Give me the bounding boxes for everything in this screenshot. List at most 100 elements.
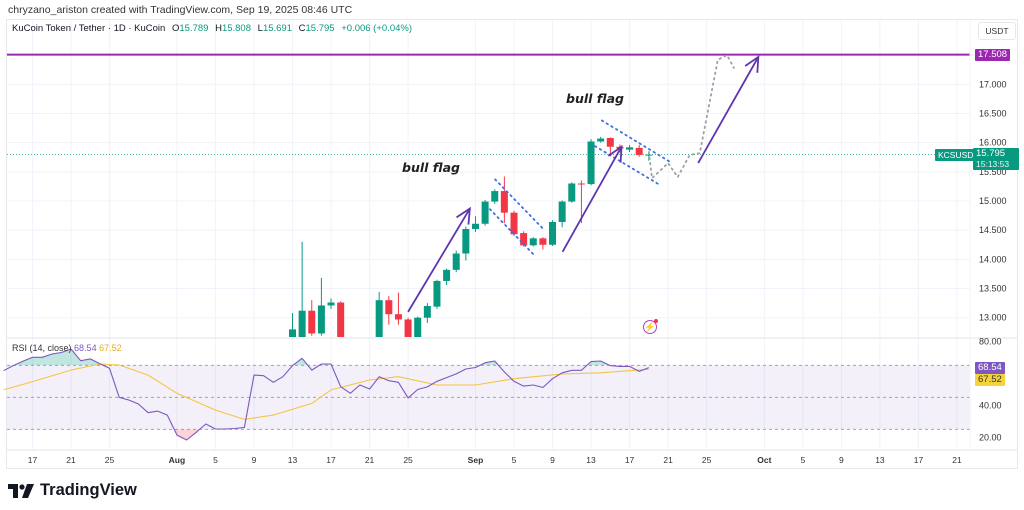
flag-trendline (494, 178, 545, 230)
trend-arrow (407, 206, 471, 313)
candle-body (539, 238, 547, 245)
level-price-badge: 17.508 (975, 49, 1011, 61)
candle (481, 199, 489, 226)
time-tick-label: 13 (875, 455, 885, 465)
rsi-ma-badge: 67.52 (975, 374, 1005, 386)
candle (558, 200, 566, 228)
rsi-legend-value: 68.54 (74, 343, 97, 353)
candle-body (549, 222, 557, 245)
candle (529, 237, 537, 247)
candle-body (337, 302, 345, 337)
candle (385, 296, 393, 325)
time-tick-label: 21 (365, 455, 375, 465)
price-tick-label: 17.000 (979, 79, 1007, 89)
candle (606, 137, 614, 155)
time-tick-label: 13 (586, 455, 596, 465)
time-tick-label: 17 (28, 455, 38, 465)
candle-body (452, 253, 460, 270)
time-tick-label: 25 (105, 455, 115, 465)
low-label: L (257, 23, 263, 34)
candle (597, 136, 605, 143)
price-tick-label: 14.500 (979, 225, 1007, 235)
candle-body (462, 229, 470, 254)
time-tick-label: 17 (625, 455, 635, 465)
symbol-legend: KuCoin Token / Tether · 1D · KuCoin O15.… (12, 23, 412, 34)
candle-body (568, 183, 576, 202)
candle-body (491, 191, 499, 202)
chart-frame (6, 19, 1018, 469)
time-tick-label: 17 (914, 455, 924, 465)
time-tick-label: Aug (169, 455, 186, 465)
tradingview-logo[interactable]: TradingView (8, 481, 137, 500)
time-tick-label: Sep (468, 455, 484, 465)
candle-body (289, 329, 297, 337)
candle-body (385, 300, 393, 315)
lightning-icon[interactable]: ⚡ (643, 319, 658, 334)
rsi-title[interactable]: RSI (14, close) (12, 343, 72, 353)
price-tick-label: 16.500 (979, 108, 1007, 118)
candle (414, 316, 422, 337)
currency-button[interactable]: USDT (978, 22, 1016, 40)
candle-body (500, 191, 508, 213)
arrow-head (607, 144, 623, 163)
price-tick-label: 13.000 (979, 313, 1007, 323)
candle (491, 189, 499, 204)
time-tick-label: 13 (288, 455, 298, 465)
arrow-shaft (561, 146, 623, 253)
candle-body (298, 310, 306, 337)
candle-body (433, 280, 441, 307)
candle (375, 292, 383, 337)
close-label: C (298, 23, 306, 34)
candle (298, 241, 306, 337)
time-tick-label: 5 (801, 455, 806, 465)
time-tick-label: 9 (252, 455, 257, 465)
rsi-legend: RSI (14, close) 68.54 67.52 (12, 343, 122, 353)
time-tick-label: 9 (550, 455, 555, 465)
candle (327, 298, 335, 309)
time-tick-label: 21 (663, 455, 673, 465)
candle (337, 301, 345, 337)
candle (462, 226, 470, 261)
time-tick-label: 21 (952, 455, 962, 465)
arrow-shaft (697, 56, 760, 164)
time-tick-label: 25 (403, 455, 413, 465)
candle-body (414, 317, 422, 337)
symbol-name[interactable]: KuCoin Token / Tether · 1D · KuCoin (12, 23, 166, 34)
candle (404, 317, 412, 337)
bull-flag-label-1[interactable]: bull flag (402, 160, 460, 175)
candle (510, 210, 518, 237)
rsi-tick-label: 80.00 (979, 336, 1002, 346)
low-value: 15.691 (262, 23, 292, 34)
candle (423, 303, 431, 323)
candle-body (510, 212, 518, 235)
arrow-shaft (407, 208, 471, 313)
candle (443, 268, 451, 286)
flag-trendline (594, 145, 660, 185)
candle (452, 250, 460, 273)
candle (539, 237, 547, 250)
time-tick-label: 21 (66, 455, 76, 465)
candle (471, 216, 479, 232)
candle-body (404, 319, 412, 337)
candle-body (597, 138, 605, 142)
candle-body (587, 141, 595, 185)
tradingview-logo-icon (8, 483, 34, 498)
last-price-badge: 15.795 15:13:53 (973, 148, 1019, 170)
candle-body (606, 137, 614, 147)
rsi-overbought-fill (7, 349, 649, 366)
rsi-line (3, 348, 650, 441)
candle-body (577, 183, 585, 185)
candle (549, 220, 557, 246)
candle-body (394, 314, 402, 320)
flag-trendline (489, 208, 535, 255)
chart-canvas[interactable]: 17 21 25 Aug 5 9 13 17 21 25 Sep 5 9 13 17 21 25 Oct 5 9 13 1… (0, 0, 1024, 470)
candle (317, 278, 325, 336)
time-tick-label: 5 (512, 455, 517, 465)
candle (289, 313, 297, 337)
rsi-tick-label: 20.00 (979, 432, 1002, 442)
brand-name: TradingView (40, 481, 137, 499)
axes: 17 21 25 Aug 5 9 13 17 21 25 Sep 5 9 13 17 21 25 Oct 5 9 13 1… (7, 20, 1017, 465)
bull-flag-label-2[interactable]: bull flag (566, 91, 624, 106)
candle-body (529, 238, 537, 246)
candle-body (645, 154, 653, 156)
